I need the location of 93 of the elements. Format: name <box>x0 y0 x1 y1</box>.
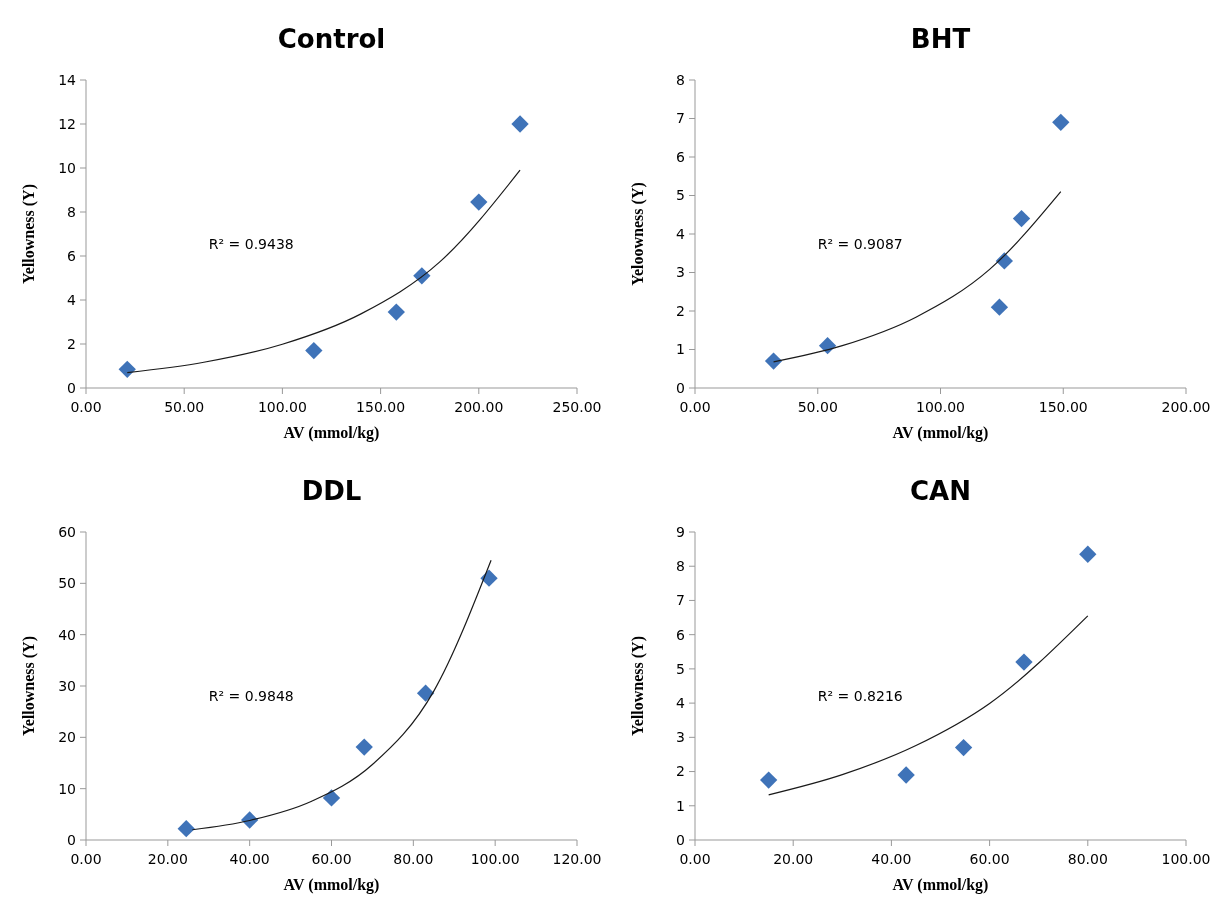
point <box>416 684 435 702</box>
y-tick-label: 0 <box>676 831 685 848</box>
line-series <box>768 615 1089 796</box>
y-tick-label: 4 <box>676 695 686 712</box>
chart-title: BHT <box>910 24 971 54</box>
annotation: R² = 0.8216 <box>817 688 903 705</box>
x-tick-label: 50.00 <box>164 399 205 415</box>
y-tick-label: 60 <box>58 523 76 540</box>
y-tick-label: 2 <box>676 763 685 780</box>
y-tick-label: 14 <box>58 71 77 88</box>
y-tick-label: 0 <box>67 379 76 396</box>
x-tick-label: 100.00 <box>257 399 307 415</box>
y-tick-label: 20 <box>58 729 76 746</box>
x-tick-label: 40.00 <box>871 851 912 867</box>
point <box>1079 545 1097 563</box>
x-axis-title: AV (mmol/kg) <box>283 876 380 894</box>
x-axis-title: AV (mmol/kg) <box>892 876 989 894</box>
x-tick-label: 200.00 <box>454 399 504 415</box>
y-tick-label: 10 <box>58 159 76 176</box>
x-tick-label: 0.00 <box>70 851 102 867</box>
y-tick-label: 3 <box>676 264 685 281</box>
point <box>355 738 373 756</box>
x-tick-label: 40.00 <box>229 851 270 867</box>
point <box>1012 209 1031 228</box>
x-tick-label: 150.00 <box>356 399 406 415</box>
x-tick-label: 200.00 <box>1161 399 1211 415</box>
y-tick-label: 6 <box>67 247 77 264</box>
x-tick-label: 0.00 <box>679 851 711 867</box>
x-tick-label: 0.00 <box>679 399 711 415</box>
chart-title: DDL <box>301 476 362 506</box>
point <box>764 352 783 370</box>
x-tick-label: 20.00 <box>773 851 814 867</box>
y-tick-label: 8 <box>676 558 685 575</box>
y-tick-label: 0 <box>676 379 685 396</box>
y-tick-label: 4 <box>67 291 77 308</box>
x-axis-title: AV (mmol/kg) <box>892 424 989 442</box>
x-tick-label: 100.00 <box>916 399 965 415</box>
y-tick-label: 6 <box>676 626 686 643</box>
point <box>118 360 136 378</box>
y-tick-label: 2 <box>67 335 76 352</box>
point <box>322 789 341 807</box>
y-tick-label: 8 <box>67 203 76 220</box>
x-tick-label: 100.00 <box>470 851 520 867</box>
x-axis-title: AV (mmol/kg) <box>283 424 380 442</box>
x-tick-label: 150.00 <box>1038 399 1088 415</box>
x-tick-label: 0.00 <box>70 399 102 415</box>
x-tick-label: 250.00 <box>552 399 602 415</box>
y-tick-label: 40 <box>58 626 76 643</box>
point <box>177 820 195 838</box>
x-tick-label: 120.00 <box>552 851 602 867</box>
point <box>470 193 488 211</box>
annotation: R² = 0.9848 <box>208 688 294 705</box>
y-tick-label: 8 <box>676 71 685 88</box>
annotation: R² = 0.9438 <box>208 236 294 253</box>
y-axis-title: Yellowness (Y) <box>629 636 647 736</box>
y-tick-label: 12 <box>58 115 76 132</box>
y-tick-label: 5 <box>676 660 685 677</box>
chart-title: CAN <box>910 476 971 506</box>
x-tick-label: 50.00 <box>797 399 838 415</box>
y-tick-label: 7 <box>676 592 685 609</box>
point <box>954 738 973 757</box>
point <box>511 115 529 133</box>
annotation: R² = 0.9087 <box>817 236 903 253</box>
x-tick-label: 20.00 <box>147 851 188 867</box>
chart-title: Control <box>277 24 386 54</box>
y-tick-label: 0 <box>67 831 76 848</box>
point <box>897 766 915 784</box>
point <box>1052 113 1070 132</box>
y-tick-label: 30 <box>58 677 76 694</box>
y-tick-label: 1 <box>676 797 685 814</box>
y-tick-label: 3 <box>676 729 685 746</box>
x-tick-label: 60.00 <box>311 851 352 867</box>
y-tick-label: 9 <box>676 523 685 540</box>
y-axis-title: Yellowness (Y) <box>20 184 38 284</box>
y-tick-label: 5 <box>676 187 685 204</box>
point <box>990 298 1009 316</box>
point <box>1015 653 1033 671</box>
x-tick-label: 60.00 <box>969 851 1010 867</box>
y-tick-label: 50 <box>58 575 76 592</box>
point <box>387 303 405 321</box>
x-tick-label: 80.00 <box>1067 851 1108 867</box>
y-axis-title: Yeloowness (Y) <box>629 182 647 286</box>
y-axis-title: Yellowness (Y) <box>20 636 38 736</box>
y-tick-label: 4 <box>676 225 686 242</box>
y-tick-label: 6 <box>676 148 686 165</box>
y-tick-label: 7 <box>676 110 685 127</box>
x-tick-label: 80.00 <box>393 851 434 867</box>
y-tick-label: 1 <box>676 341 685 358</box>
x-tick-label: 100.00 <box>1161 851 1211 867</box>
point <box>305 341 323 360</box>
y-tick-label: 2 <box>676 302 685 319</box>
y-tick-label: 10 <box>58 780 76 797</box>
point <box>759 771 778 789</box>
